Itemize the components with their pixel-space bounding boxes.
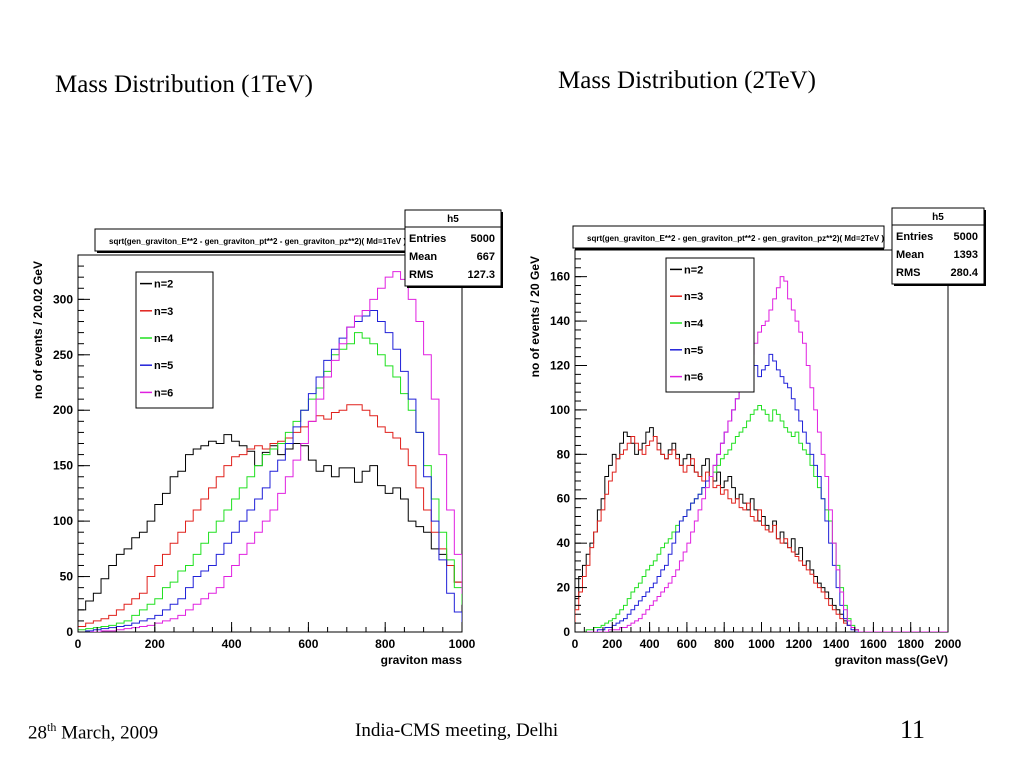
y-tick-label: 120 <box>550 358 570 372</box>
stats-value-entries: 5000 <box>954 231 978 243</box>
y-tick-label: 200 <box>53 403 73 417</box>
stats-label-rms: RMS <box>896 267 920 279</box>
stats-label-rms: RMS <box>409 269 433 281</box>
legend-label: n=3 <box>684 291 703 303</box>
y-tick-label: 0 <box>66 625 73 639</box>
x-tick-label: 800 <box>375 637 395 651</box>
legend-label: n=2 <box>154 279 173 291</box>
legend-label: n=5 <box>684 345 703 357</box>
stats-name: h5 <box>447 214 459 225</box>
y-tick-label: 20 <box>557 581 571 595</box>
stats-value-rms: 127.3 <box>467 269 495 281</box>
series-line-n=6 <box>78 271 462 632</box>
right-chart-title: Mass Distribution (2TeV) <box>558 67 816 94</box>
x-tick-label: 2000 <box>935 637 962 651</box>
y-axis-label: no of events / 20.02 GeV <box>31 261 45 399</box>
stats-label-mean: Mean <box>896 249 924 261</box>
y-tick-label: 100 <box>550 403 570 417</box>
x-axis-label: graviton mass <box>381 653 463 667</box>
x-axis-label: graviton mass(GeV) <box>835 653 948 667</box>
y-axis-label: no of events / 20 GeV <box>528 256 542 377</box>
legend-label: n=6 <box>154 387 173 399</box>
x-tick-label: 1800 <box>897 637 924 651</box>
y-tick-label: 0 <box>563 625 570 639</box>
footer-meeting: India-CMS meeting, Delhi <box>355 720 559 741</box>
y-tick-label: 250 <box>53 348 73 362</box>
legend-label: n=4 <box>684 318 704 330</box>
footer-date: 28th March, 2009 <box>28 720 159 744</box>
stats-label-entries: Entries <box>896 231 933 243</box>
legend-box <box>135 271 214 409</box>
x-tick-label: 1400 <box>823 637 850 651</box>
x-tick-label: 400 <box>222 637 242 651</box>
x-tick-label: 1000 <box>748 637 775 651</box>
legend-label: n=6 <box>684 372 703 384</box>
y-tick-label: 150 <box>53 459 73 473</box>
legend-label: n=3 <box>154 306 173 318</box>
x-tick-label: 1600 <box>860 637 887 651</box>
stats-value-mean: 1393 <box>954 249 978 261</box>
series-line-n=4 <box>78 332 462 632</box>
x-tick-label: 600 <box>298 637 318 651</box>
histogram-title: sqrt(gen_graviton_E**2 - gen_graviton_pt… <box>109 237 406 246</box>
histogram-title-shadow <box>97 251 406 253</box>
histogram-title: sqrt(gen_graviton_E**2 - gen_graviton_pt… <box>587 234 884 243</box>
x-tick-label: 200 <box>145 637 165 651</box>
y-tick-label: 100 <box>53 514 73 528</box>
x-tick-label: 200 <box>602 637 622 651</box>
stats-value-rms: 280.4 <box>950 267 978 279</box>
left-chart-title: Mass Distribution (1TeV) <box>55 71 313 98</box>
legend-label: n=5 <box>154 360 173 372</box>
legend-label: n=4 <box>154 333 174 345</box>
stats-label-entries: Entries <box>409 233 446 245</box>
stats-box <box>891 207 985 285</box>
legend-box <box>665 257 755 393</box>
series-line-n=5 <box>78 309 462 632</box>
y-tick-label: 40 <box>557 536 571 550</box>
x-tick-label: 400 <box>640 637 660 651</box>
y-tick-label: 160 <box>550 270 570 284</box>
plot-frame <box>574 249 949 633</box>
legend-label: n=2 <box>684 264 703 276</box>
series-group <box>78 271 462 632</box>
histogram-title-shadow <box>575 248 884 250</box>
x-tick-label: 1000 <box>449 637 476 651</box>
x-tick-label: 0 <box>75 637 82 651</box>
x-tick-label: 0 <box>572 637 579 651</box>
stats-value-mean: 667 <box>477 251 495 263</box>
y-tick-label: 50 <box>60 570 74 584</box>
page-number: 11 <box>900 715 926 744</box>
y-tick-label: 80 <box>557 447 571 461</box>
stats-label-mean: Mean <box>409 251 437 263</box>
x-tick-label: 600 <box>677 637 697 651</box>
x-tick-label: 800 <box>714 637 734 651</box>
stats-value-entries: 5000 <box>471 233 495 245</box>
y-tick-label: 60 <box>557 492 571 506</box>
y-tick-label: 300 <box>53 292 73 306</box>
x-tick-label: 1200 <box>785 637 812 651</box>
stats-box <box>404 209 502 287</box>
y-tick-label: 140 <box>550 314 570 328</box>
stats-name: h5 <box>932 212 944 223</box>
